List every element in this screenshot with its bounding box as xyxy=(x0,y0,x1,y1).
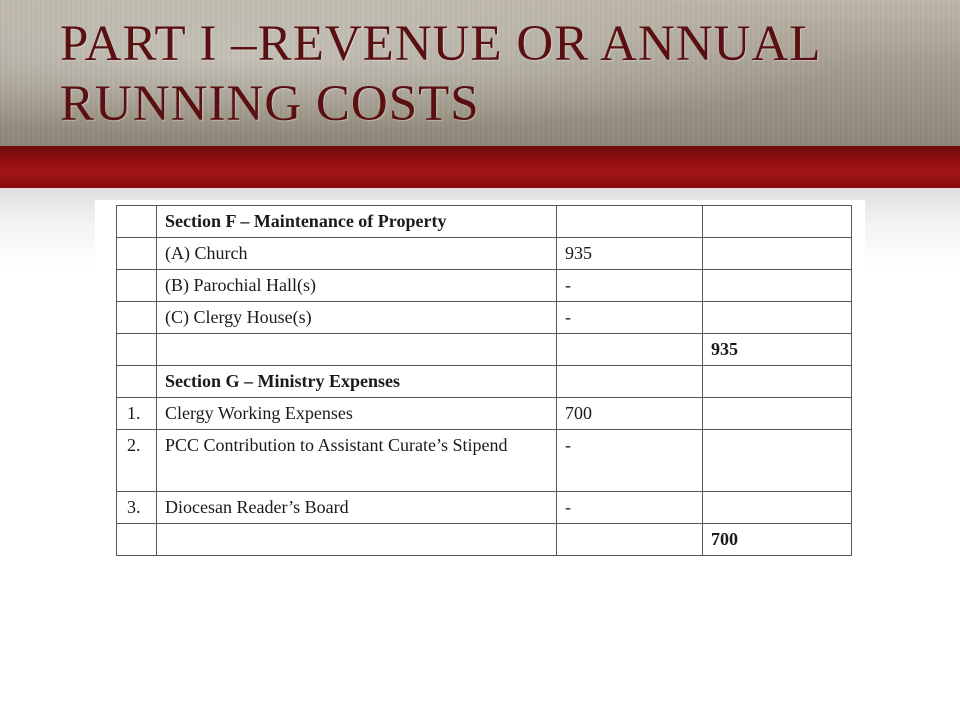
amount-cell: - xyxy=(556,269,703,302)
table-row: 935 xyxy=(116,333,852,366)
amount-cell xyxy=(556,333,703,366)
section-total: 935 xyxy=(702,333,852,366)
slide-title-line-2: RUNNING COSTS xyxy=(60,76,480,132)
item-description: Clergy Working Expenses xyxy=(156,397,557,430)
table-row: Section G – Ministry Expenses xyxy=(116,365,852,398)
row-number: 3. xyxy=(116,491,157,524)
row-number xyxy=(116,301,157,334)
row-number xyxy=(116,237,157,270)
total-cell xyxy=(702,429,852,492)
table-row: 1. Clergy Working Expenses 700 xyxy=(116,397,852,430)
running-costs-table: Section F – Maintenance of Property (A) … xyxy=(116,205,852,556)
row-number xyxy=(116,205,157,238)
amount-cell xyxy=(556,523,703,556)
section-total: 700 xyxy=(702,523,852,556)
item-description: (A) Church xyxy=(156,237,557,270)
row-number xyxy=(116,269,157,302)
slide-title-line-1: PART I –REVENUE OR ANNUAL xyxy=(60,16,822,72)
amount-cell: - xyxy=(556,429,703,492)
title-banner xyxy=(0,0,960,146)
table-row: 700 xyxy=(116,523,852,556)
item-description: PCC Contribution to Assistant Curate’s S… xyxy=(156,429,557,492)
row-number xyxy=(116,523,157,556)
table-row: (C) Clergy House(s) - xyxy=(116,301,852,334)
amount-cell xyxy=(556,205,703,238)
amount-cell: - xyxy=(556,491,703,524)
item-description xyxy=(156,333,557,366)
total-cell xyxy=(702,301,852,334)
item-description: Diocesan Reader’s Board xyxy=(156,491,557,524)
total-cell xyxy=(702,365,852,398)
table-row: (A) Church 935 xyxy=(116,237,852,270)
item-description: (B) Parochial Hall(s) xyxy=(156,269,557,302)
item-description: (C) Clergy House(s) xyxy=(156,301,557,334)
total-cell xyxy=(702,397,852,430)
item-description xyxy=(156,523,557,556)
section-heading: Section F – Maintenance of Property xyxy=(156,205,557,238)
slide-title: PART I –REVENUE OR ANNUAL RUNNING COSTS xyxy=(60,14,822,134)
total-cell xyxy=(702,205,852,238)
section-heading: Section G – Ministry Expenses xyxy=(156,365,557,398)
row-number xyxy=(116,365,157,398)
amount-cell xyxy=(556,365,703,398)
table-row: 2. PCC Contribution to Assistant Curate’… xyxy=(116,429,852,492)
amount-cell: - xyxy=(556,301,703,334)
total-cell xyxy=(702,237,852,270)
amount-cell: 935 xyxy=(556,237,703,270)
table-row: 3. Diocesan Reader’s Board - xyxy=(116,491,852,524)
amount-cell: 700 xyxy=(556,397,703,430)
row-number xyxy=(116,333,157,366)
total-cell xyxy=(702,491,852,524)
total-cell xyxy=(702,269,852,302)
table-row: (B) Parochial Hall(s) - xyxy=(116,269,852,302)
table-row: Section F – Maintenance of Property xyxy=(116,205,852,238)
row-number: 2. xyxy=(116,429,157,492)
accent-band xyxy=(0,146,960,188)
row-number: 1. xyxy=(116,397,157,430)
